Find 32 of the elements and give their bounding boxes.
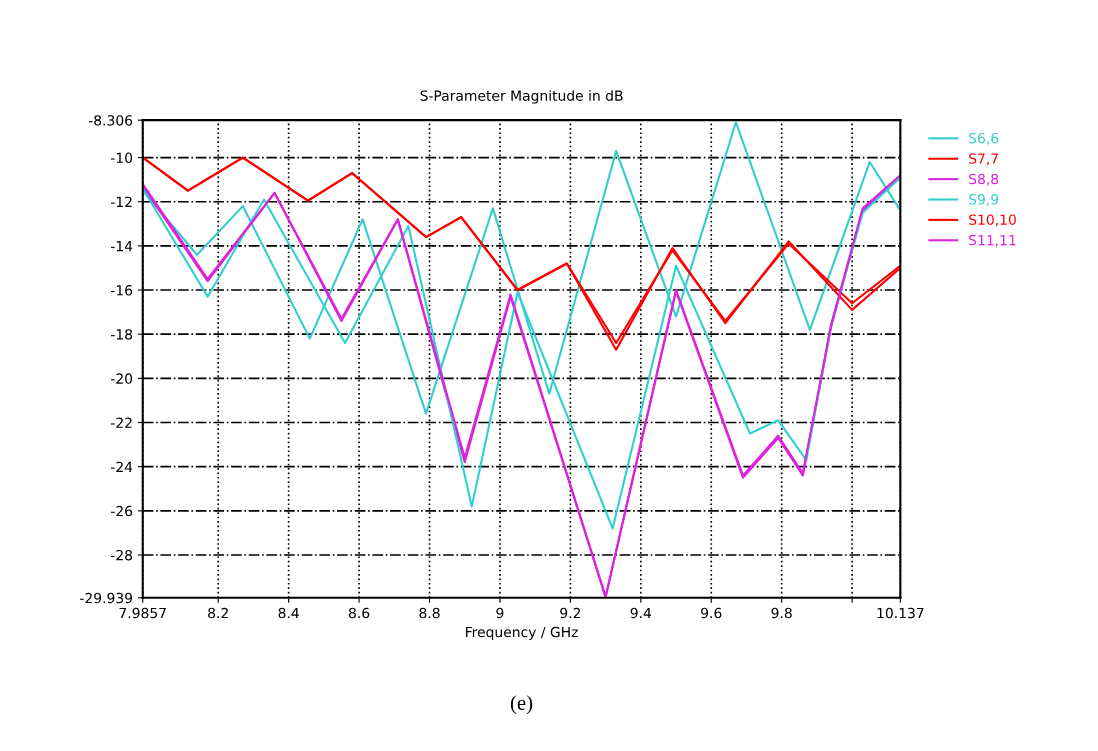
y-tick-label: -8.306	[88, 115, 133, 126]
y-tick-label: -28	[111, 549, 133, 561]
legend-label: S10,10	[969, 214, 1016, 227]
legend-label: S11,11	[969, 234, 1016, 247]
x-tick-label: 7.9857	[119, 607, 166, 619]
x-tick-label: 9.8	[771, 607, 792, 619]
y-tick-label: -18	[111, 329, 133, 340]
x-tick-label: 9	[496, 607, 504, 619]
x-tick-label: 10.137	[877, 607, 924, 619]
y-tick-label: -10	[111, 152, 133, 164]
legend-label: S7,7	[969, 153, 998, 166]
y-tick-label: -16	[111, 285, 133, 296]
y-tick-label: -24	[111, 461, 133, 472]
chart-title: S-Parameter Magnitude in dB	[420, 90, 623, 104]
x-axis-title: Frequency / GHz	[466, 626, 578, 640]
x-tick-label: 8.2	[208, 607, 228, 619]
legend-label: S6,6	[969, 132, 999, 145]
x-tick-label: 8.8	[419, 607, 440, 619]
y-tick-label: -14	[111, 241, 133, 252]
legend-label: S8,8	[969, 173, 999, 186]
y-tick-label: -26	[111, 505, 133, 517]
x-tick-label: 9.4	[630, 607, 652, 619]
x-tick-label: 8.4	[278, 607, 299, 619]
y-tick-label: -22	[111, 417, 132, 428]
text: (e)	[510, 695, 533, 715]
y-tick-label: -29.939	[80, 592, 133, 604]
x-tick-label: 8.6	[348, 607, 370, 619]
y-tick-label: -20	[111, 373, 133, 384]
x-tick-label: 9.2	[560, 607, 581, 619]
x-tick-label: 9.6	[701, 607, 722, 619]
legend-label: S9,9	[969, 194, 999, 206]
y-tick-label: -12	[111, 196, 132, 207]
